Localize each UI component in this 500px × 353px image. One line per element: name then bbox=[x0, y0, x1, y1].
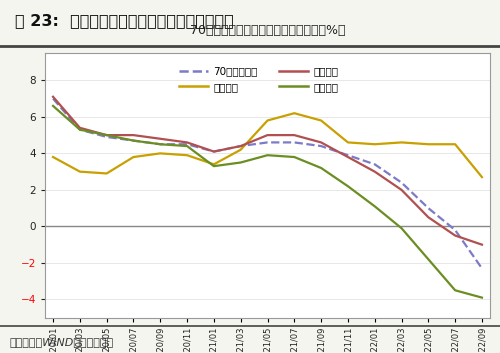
Text: 70个大中城市新建商品住宅价格指数（%）: 70个大中城市新建商品住宅价格指数（%） bbox=[190, 24, 345, 37]
Legend: 70个大中城市, 一线城市, 二线城市, 三线城市: 70个大中城市, 一线城市, 二线城市, 三线城市 bbox=[176, 64, 341, 95]
Text: 图 23:  各线城市销售价格涨幅回落或降幅扩大: 图 23: 各线城市销售价格涨幅回落或降幅扩大 bbox=[15, 13, 234, 28]
Text: 资料来源：WIND，财信研究院: 资料来源：WIND，财信研究院 bbox=[10, 337, 114, 347]
